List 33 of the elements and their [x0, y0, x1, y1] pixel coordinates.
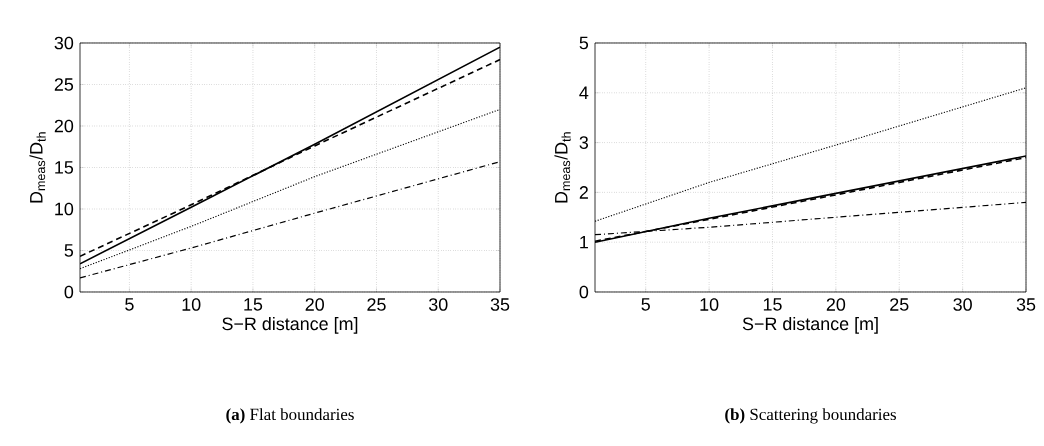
x-tick-label: 10	[700, 298, 719, 311]
x-tick-label: 30	[428, 298, 448, 311]
x-tick-label: 20	[826, 298, 846, 311]
x-axis-title: S−R distance [m]	[742, 317, 878, 334]
y-axis-title: D$_{meas}$/D$_{th}$	[29, 132, 46, 203]
y-tick-label: 25	[54, 78, 74, 91]
text: (b) Scattering boundaries	[725, 408, 896, 424]
y-tick-label: 30	[54, 36, 74, 50]
x-tick-label: 25	[890, 298, 909, 311]
y-tick-label: 2	[579, 186, 588, 199]
x-tick-label: 20	[305, 298, 324, 311]
y-axis-title: D$_{meas}$/D$_{th}$	[554, 132, 571, 203]
y-tick-label: 15	[55, 161, 74, 174]
x-tick-label: 15	[763, 298, 782, 311]
x-tick-label: 35	[490, 298, 510, 311]
y-tick-label: 20	[54, 119, 74, 133]
x-tick-label: 5	[641, 298, 650, 311]
x-tick-label: 10	[182, 298, 201, 311]
y-tick-label: 1	[580, 236, 588, 249]
x-tick-label: 35	[1016, 298, 1036, 311]
x-tick-label: 25	[367, 298, 386, 311]
x-tick-label: 15	[244, 298, 263, 311]
text: (a) Flat boundaries	[226, 408, 354, 424]
y-tick-label: 5	[64, 244, 74, 257]
y-tick-label: 0	[579, 285, 589, 299]
y-tick-label: 3	[579, 136, 589, 149]
x-tick-label: 30	[953, 298, 972, 311]
y-tick-label: 4	[579, 86, 589, 99]
y-tick-label: 10	[55, 202, 74, 216]
x-axis-title: S−R distance [m]	[222, 317, 358, 334]
y-tick-label: 0	[64, 285, 74, 299]
y-tick-label: 5	[579, 36, 589, 50]
x-tick-label: 5	[125, 298, 134, 311]
